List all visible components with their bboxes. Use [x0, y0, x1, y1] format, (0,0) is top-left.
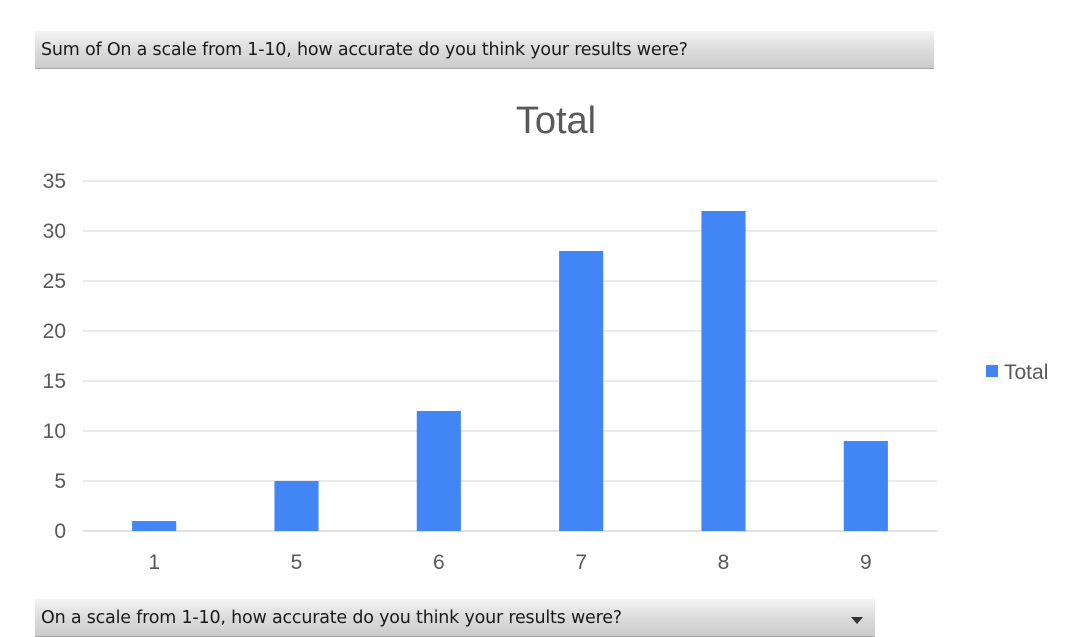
bar[interactable] [274, 481, 319, 531]
chart-title: Total [516, 100, 596, 142]
x-tick-label: 9 [860, 551, 872, 574]
y-tick-label: 15 [43, 370, 66, 393]
bar[interactable] [559, 251, 604, 531]
y-tick-label: 25 [43, 270, 66, 293]
x-tick-label: 5 [291, 551, 303, 574]
y-tick-label: 5 [54, 470, 66, 493]
values-field-button[interactable]: Sum of On a scale from 1-10, how accurat… [35, 31, 934, 69]
y-tick-label: 20 [43, 320, 66, 343]
bar[interactable] [701, 211, 746, 531]
x-axis-ticks: 1 5 6 7 8 9 [148, 551, 871, 574]
y-tick-label: 0 [54, 520, 66, 543]
x-tick-label: 8 [718, 551, 730, 574]
x-tick-label: 7 [575, 551, 587, 574]
y-tick-label: 35 [43, 170, 66, 193]
x-tick-label: 1 [148, 551, 160, 574]
y-tick-label: 10 [43, 420, 66, 443]
legend[interactable]: Total [986, 361, 1048, 384]
bar[interactable] [132, 521, 177, 531]
y-tick-label: 30 [43, 220, 66, 243]
y-axis-ticks: 0 5 10 15 20 25 30 35 [43, 170, 66, 543]
legend-swatch [986, 365, 998, 377]
axis-field-label: On a scale from 1-10, how accurate do yo… [41, 608, 622, 628]
legend-label: Total [1004, 361, 1048, 384]
axis-field-dropdown[interactable]: On a scale from 1-10, how accurate do yo… [35, 599, 875, 637]
gridlines [83, 180, 937, 532]
bar[interactable] [843, 441, 888, 531]
x-tick-label: 6 [433, 551, 445, 574]
bars [132, 211, 888, 531]
chevron-down-icon[interactable] [851, 617, 863, 624]
bar[interactable] [416, 411, 461, 531]
